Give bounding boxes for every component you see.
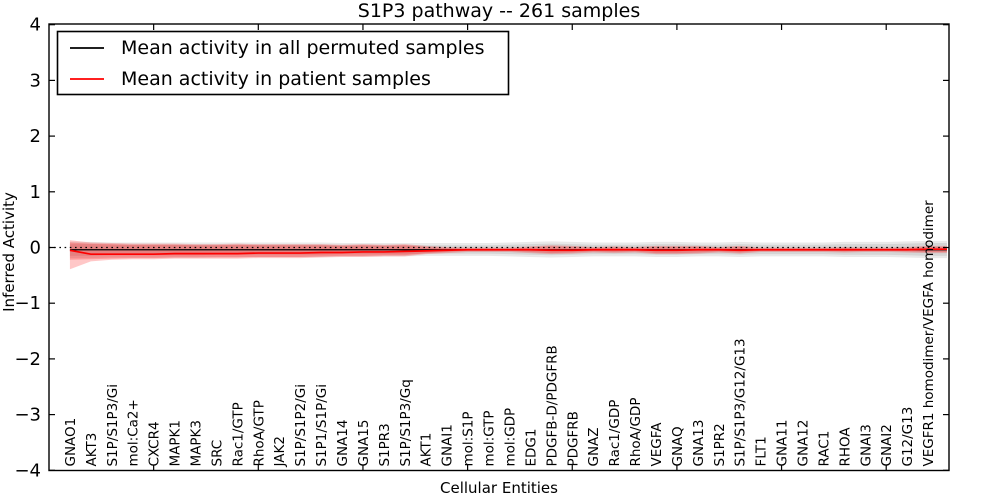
category-label: mol:GDP — [502, 408, 518, 467]
category-label: S1P/S1P3/G12/G13 — [733, 338, 749, 466]
y-tick-labels: −4 −3 −2 −1 0 1 2 3 4 — [14, 15, 41, 482]
axes-spines-and-ticks — [48, 23, 950, 472]
y-tick-label: 2 — [30, 126, 41, 147]
y-tick-label: −2 — [14, 349, 41, 370]
category-label: FLT1 — [754, 436, 770, 466]
category-label: GNAI2 — [879, 424, 895, 466]
category-label: S1P1/S1P/Gi — [314, 384, 330, 467]
category-label: GNA13 — [691, 420, 707, 467]
patient-band-inner — [69, 242, 947, 260]
category-label: GNAO1 — [63, 418, 79, 467]
legend-box: Mean activity in all permuted samples Me… — [56, 30, 510, 96]
category-label: GNAI1 — [440, 424, 456, 466]
category-label: GNAI3 — [858, 424, 874, 466]
y-tick-label: −3 — [14, 405, 41, 426]
category-label: RhoA/GDP — [628, 398, 644, 467]
category-label: GNA14 — [335, 420, 351, 467]
x-axis-label: Cellular Entities — [440, 479, 558, 497]
category-label: mol:Ca2+ — [126, 399, 142, 466]
x-category-labels: GNAO1 AKT3 S1P/S1P3/Gi mol:Ca2+ CXCR4 MAPK1 MA… — [63, 200, 937, 468]
category-label: VEGFA — [649, 422, 665, 467]
y-axis-label: Inferred Activity — [0, 192, 18, 312]
y-tick-label: 4 — [30, 15, 41, 36]
category-label: RAC1 — [816, 431, 832, 467]
category-label: AKT3 — [84, 433, 100, 467]
category-label: MAPK1 — [168, 420, 184, 466]
category-label: RhoA/GTP — [251, 400, 267, 466]
category-label: RHOA — [837, 427, 853, 467]
legend-label-permuted: Mean activity in all permuted samples — [121, 37, 484, 59]
category-label: S1P/S1P2/Gi — [293, 384, 309, 467]
category-label: EDG1 — [523, 429, 539, 467]
legend-frame — [56, 30, 510, 96]
mean-lines — [69, 248, 947, 256]
category-label: GNA15 — [356, 420, 372, 467]
category-label: S1P/S1P3/Gq — [398, 379, 414, 466]
chart-title: S1P3 pathway -- 261 samples — [358, 0, 640, 22]
y-tick-label: 1 — [30, 182, 41, 203]
legend-label-patient: Mean activity in patient samples — [121, 68, 431, 90]
category-label: GNA11 — [775, 420, 791, 467]
y-tick-label: 3 — [30, 70, 41, 91]
category-label: JAK2 — [272, 436, 288, 467]
y-tick-label: 0 — [30, 238, 41, 259]
y-tick-label: −4 — [14, 460, 41, 481]
category-label: GNAQ — [670, 426, 686, 466]
category-label: mol:S1P — [461, 411, 477, 466]
category-label: S1P/S1P3/Gi — [105, 384, 121, 467]
category-label: S1PR2 — [712, 423, 728, 466]
category-label: Rac1/GTP — [230, 402, 246, 466]
category-label: VEGFR1 homodimer/VEGFA homodimer — [921, 200, 937, 467]
category-label: CXCR4 — [147, 421, 163, 466]
confidence-bands — [69, 240, 947, 270]
patient-mean-line — [69, 248, 947, 256]
category-label: MAPK3 — [189, 420, 205, 466]
category-label: SRC — [209, 440, 225, 467]
y-tick-label: −1 — [14, 293, 41, 314]
category-label: PDGFRB — [565, 411, 581, 466]
category-label: Rac1/GDP — [607, 400, 623, 467]
category-label: GNA12 — [795, 420, 811, 467]
category-label: AKT1 — [419, 433, 435, 467]
category-label: PDGFB-D/PDGFRB — [544, 345, 560, 466]
category-label: G12/G13 — [900, 407, 916, 467]
category-label: GNAZ — [586, 427, 602, 466]
category-label: mol:GTP — [482, 410, 498, 466]
category-label: S1PR3 — [377, 423, 393, 466]
